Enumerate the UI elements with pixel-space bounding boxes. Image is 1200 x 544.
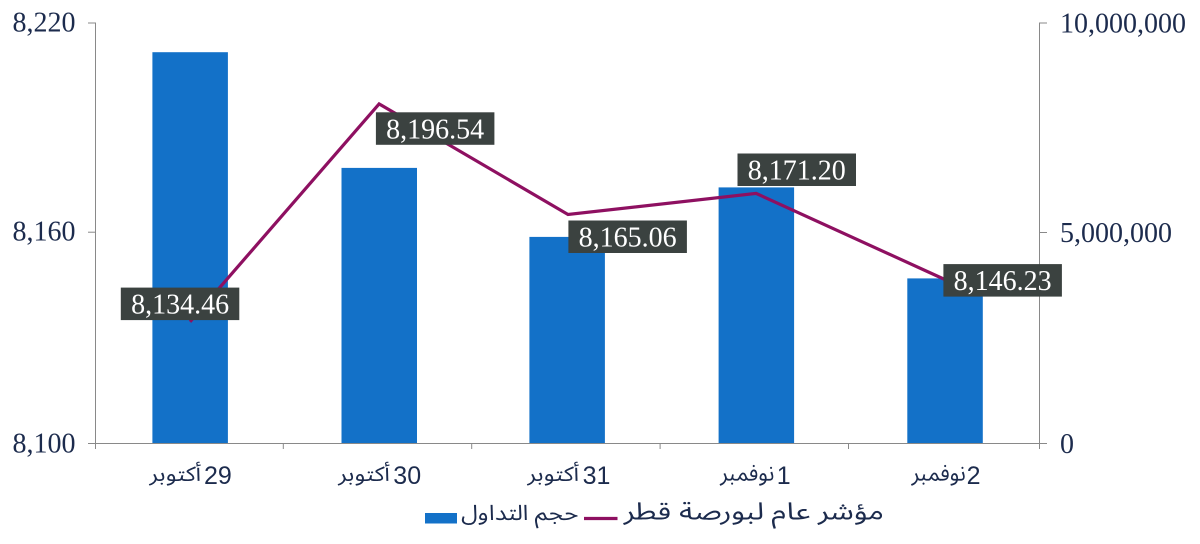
svg-text:8,196.54: 8,196.54 [386, 114, 484, 145]
svg-text:8,220: 8,220 [13, 8, 76, 39]
svg-text:5,000,000: 5,000,000 [1060, 218, 1172, 249]
svg-text:8,146.23: 8,146.23 [954, 266, 1052, 297]
svg-text:31: 31 [583, 462, 611, 490]
svg-text:2: 2 [967, 462, 981, 490]
svg-text:8,100: 8,100 [13, 429, 76, 460]
svg-text:29: 29 [204, 462, 232, 490]
svg-text:0: 0 [1060, 429, 1074, 460]
svg-text:1: 1 [777, 462, 791, 490]
svg-text:8,160: 8,160 [13, 217, 76, 248]
svg-text:8,165.06: 8,165.06 [579, 223, 677, 254]
svg-text:8,171.20: 8,171.20 [748, 156, 846, 187]
svg-text:30: 30 [393, 462, 421, 490]
svg-text:8,134.46: 8,134.46 [131, 290, 229, 321]
svg-text:10,000,000: 10,000,000 [1060, 9, 1186, 40]
